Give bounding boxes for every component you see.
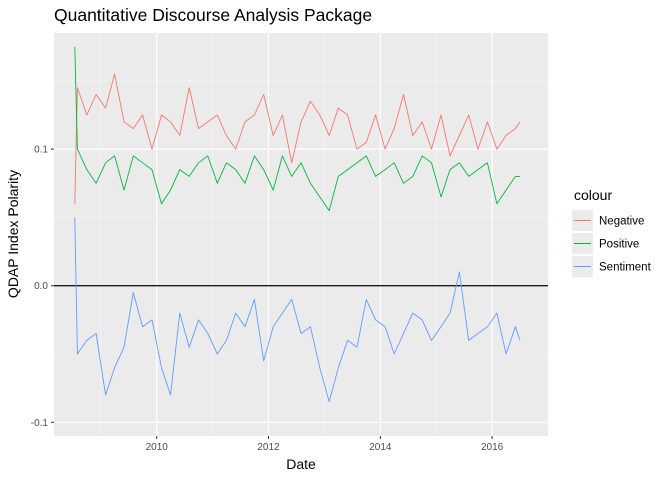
y-axis: -0.1 0.0 0.1: [31, 145, 54, 429]
legend-label-sentiment: Sentiment: [599, 262, 652, 274]
y-tick-label: -0.1: [31, 418, 49, 429]
x-axis: 2010 2012 2014 2016: [146, 436, 504, 453]
x-tick-label: 2016: [481, 442, 504, 453]
y-axis-label: QDAP Index Polarity: [5, 170, 21, 298]
series-line-sentiment: [74, 217, 521, 403]
series-line-positive: [74, 46, 520, 212]
series-lines: [74, 46, 521, 403]
legend-title: colour: [574, 187, 612, 203]
chart-title: Quantitative Discourse Analysis Package: [54, 5, 372, 25]
x-tick-label: 2014: [369, 442, 392, 453]
legend-label-negative: Negative: [599, 216, 644, 228]
y-tick-label: 0.1: [34, 145, 48, 156]
x-tick-label: 2010: [146, 442, 169, 453]
plot-panel: [54, 33, 548, 436]
series-line-negative: [74, 73, 521, 204]
y-tick-label: 0.0: [34, 281, 48, 292]
minor-gridlines: [54, 33, 548, 436]
x-tick-label: 2012: [257, 442, 280, 453]
x-axis-label: Date: [286, 456, 316, 472]
legend: colour Negative Positive Sentiment: [572, 187, 652, 277]
legend-label-positive: Positive: [599, 239, 639, 251]
